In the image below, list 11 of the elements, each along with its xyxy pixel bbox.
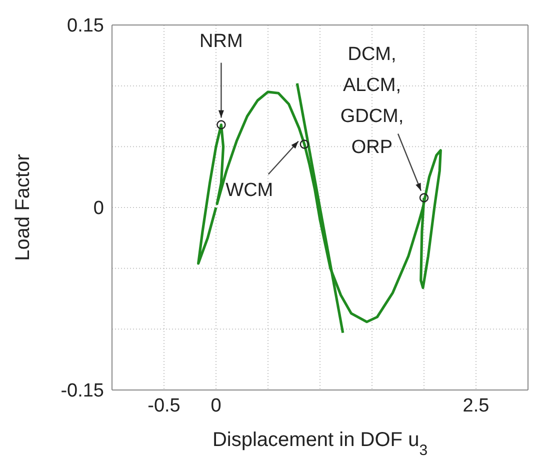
annotation: DCM, ALCM, GDCM, ORP (340, 44, 404, 158)
y-axis-title: Load Factor (12, 154, 34, 261)
x-tick-label: 2.5 (462, 395, 490, 416)
annotation: WCM (226, 180, 274, 202)
x-tick-label: 0 (210, 395, 222, 416)
y-tick-label: -0.15 (60, 380, 104, 402)
annotation: NRM (200, 30, 243, 52)
y-tick-label: 0.15 (67, 16, 104, 37)
x-tick-label: -0.5 (148, 395, 180, 416)
y-tick-label: 0 (93, 198, 104, 220)
x-axis-title: Displacement in DOF u$_{3}$ (212, 429, 428, 458)
